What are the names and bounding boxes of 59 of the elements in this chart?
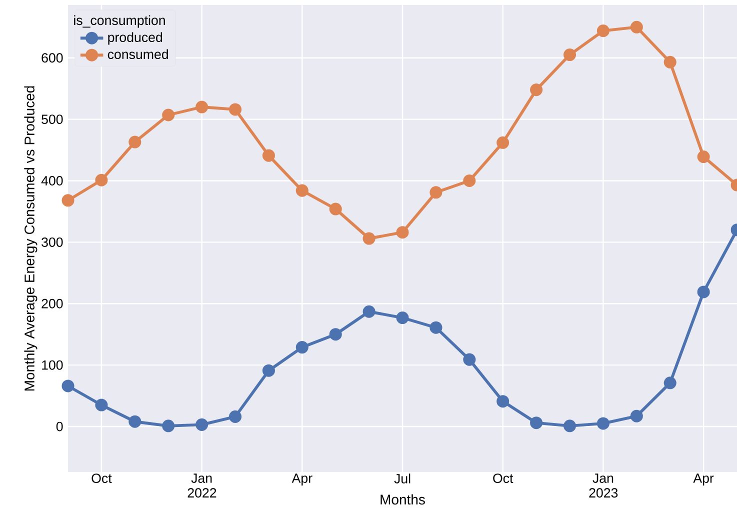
y-tick-label: 600 [42, 53, 63, 63]
point [697, 286, 710, 298]
x-tick-label: Oct [493, 474, 514, 484]
x-tick-label: Jan 2023 [589, 474, 618, 498]
y-axis-title: Monthly Average Energy Consumed vs Produced [24, 86, 38, 391]
point [563, 48, 576, 62]
point [162, 108, 175, 122]
point [396, 312, 409, 324]
point [362, 232, 376, 245]
point [262, 364, 275, 377]
point [430, 321, 442, 334]
point [530, 84, 543, 96]
point [95, 398, 108, 412]
x-tick-label: Jan 2022 [188, 474, 216, 498]
y-tick-label: 200 [42, 298, 63, 308]
point [664, 376, 676, 390]
point [596, 417, 610, 430]
point [296, 184, 308, 197]
point [463, 353, 476, 366]
point [262, 149, 275, 162]
point [296, 340, 308, 354]
point [362, 305, 376, 318]
y-tick-label: 400 [41, 176, 63, 186]
legend-title: is_consumption [74, 15, 165, 28]
point [630, 410, 643, 422]
point [430, 186, 442, 199]
point [496, 395, 510, 408]
point [530, 416, 543, 430]
y-tick-label: 100 [42, 360, 63, 370]
x-tick-label: Oct [92, 474, 112, 484]
point [463, 174, 476, 188]
y-tick-label: 500 [42, 114, 63, 124]
x-tick-label: Apr [292, 474, 312, 486]
point [329, 202, 342, 216]
legend-label: consumed [108, 49, 168, 60]
point [630, 20, 643, 34]
point [228, 410, 242, 423]
point [563, 420, 576, 432]
x-tick-label: Apr [693, 474, 714, 486]
point [329, 328, 342, 341]
point [664, 56, 676, 68]
point [596, 24, 610, 38]
point [162, 420, 175, 432]
point [196, 100, 208, 114]
legend-label: produced [108, 32, 162, 45]
point [196, 418, 208, 431]
point [62, 380, 74, 392]
point [396, 226, 409, 239]
x-tick-label: Jul [394, 474, 410, 484]
point [496, 136, 510, 149]
point [128, 415, 142, 428]
point [128, 136, 142, 148]
point [62, 194, 74, 207]
point [228, 103, 242, 116]
y-tick-label: 0 [56, 422, 63, 432]
point [95, 174, 108, 186]
y-tick-label: 300 [42, 237, 63, 247]
x-axis-title: Months [380, 494, 425, 505]
point [697, 150, 710, 164]
